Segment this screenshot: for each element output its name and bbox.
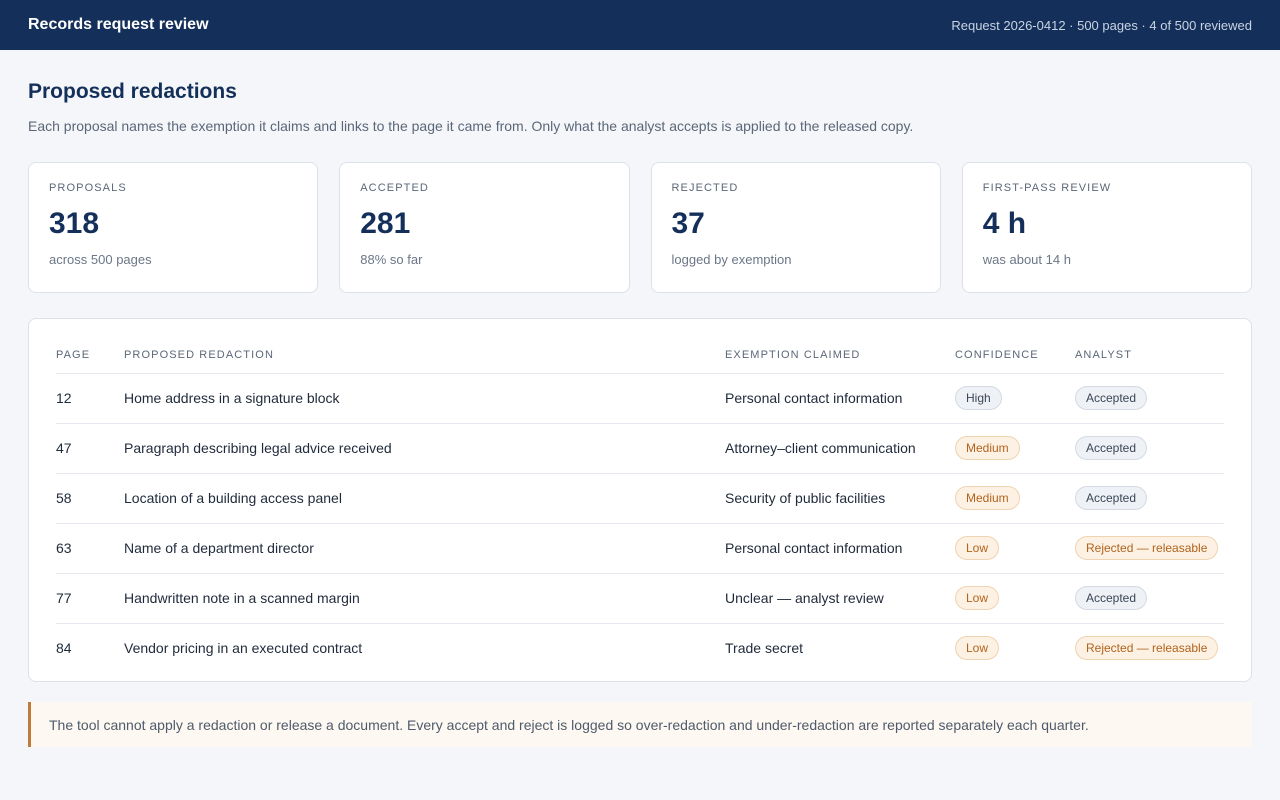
cell-page[interactable]: 63	[56, 523, 124, 574]
cell-confidence: Medium	[955, 473, 1075, 524]
stat-note: across 500 pages	[49, 252, 152, 267]
confidence-badge: Low	[955, 536, 1000, 560]
cell-analyst: Accepted	[1075, 373, 1224, 424]
main-content: Proposed redactions Each proposal names …	[0, 50, 1280, 747]
table-row[interactable]: 12 Home address in a signature block Per…	[56, 373, 1224, 424]
analyst-status-badge: Accepted	[1075, 486, 1148, 510]
stat-value: 4 h	[982, 207, 1027, 240]
cell-exemption: Attorney–client communication	[725, 423, 955, 474]
stat-note: logged by exemption	[671, 252, 792, 267]
cell-redaction: Vendor pricing in an executed contract	[124, 640, 363, 657]
cell-page[interactable]: 12	[56, 373, 124, 424]
column-header-exemption: EXEMPTION CLAIMED	[725, 337, 955, 374]
table-row[interactable]: 77 Handwritten note in a scanned margin …	[56, 573, 1224, 624]
stat-label: REJECTED	[671, 182, 739, 194]
stat-label: ACCEPTED	[360, 182, 429, 194]
request-meta: Request 2026-0412 · 500 pages · 4 of 500…	[951, 17, 1252, 33]
stats-row: PROPOSALS 318 across 500 pages ACCEPTED …	[28, 162, 1252, 293]
column-header-confidence: CONFIDENCE	[955, 337, 1075, 374]
cell-analyst: Accepted	[1075, 573, 1224, 624]
cell-redaction: Handwritten note in a scanned margin	[124, 573, 725, 624]
table-row[interactable]: 84 Vendor pricing in an executed contrac…	[56, 623, 1224, 673]
cell-page[interactable]: 58	[56, 473, 124, 524]
table-row[interactable]: 58 Location of a building access panel S…	[56, 473, 1224, 524]
stat-card-accepted: ACCEPTED 281 88% so far	[339, 162, 630, 293]
cell-exemption: Unclear — analyst review	[725, 573, 955, 624]
stat-note: 88% so far	[360, 252, 423, 267]
cell-exemption: Personal contact information	[725, 523, 955, 574]
column-header-page: PAGE	[56, 337, 124, 374]
confidence-badge: Low	[955, 586, 1000, 610]
confidence-badge: High	[955, 386, 1002, 410]
analyst-status-badge: Accepted	[1075, 436, 1148, 460]
cell-analyst: Accepted	[1075, 473, 1224, 524]
cell-analyst: Accepted	[1075, 423, 1224, 474]
stat-value: 37	[671, 207, 705, 240]
analyst-status-badge: Rejected — releasable	[1075, 536, 1219, 560]
table-row[interactable]: 63 Name of a department director Persona…	[56, 523, 1224, 574]
table-row[interactable]: 47 Paragraph describing legal advice rec…	[56, 423, 1224, 474]
stat-value: 281	[360, 207, 411, 240]
cell-exemption: Personal contact information	[725, 373, 955, 424]
redactions-table-card: PAGE PROPOSED REDACTION EXEMPTION CLAIME…	[28, 318, 1252, 682]
stat-card-first-pass-review: FIRST-PASS REVIEW 4 h was about 14 h	[961, 162, 1252, 293]
cell-analyst: Rejected — releasable	[1075, 623, 1224, 673]
footer-note: The tool cannot apply a redaction or rel…	[28, 702, 1252, 747]
cell-confidence: Medium	[955, 423, 1075, 474]
analyst-status-badge: Accepted	[1075, 386, 1148, 410]
cell-confidence: Low	[955, 623, 1075, 673]
confidence-badge: Medium	[955, 436, 1020, 460]
cell-analyst: Rejected — releasable	[1075, 523, 1224, 574]
page-subtitle: Each proposal names the exemption it cla…	[28, 118, 914, 134]
cell-redaction: Name of a department director	[124, 523, 725, 574]
cell-confidence: High	[955, 373, 1075, 424]
top-bar: Records request review Request 2026-0412…	[0, 0, 1280, 50]
cell-confidence: Low	[955, 573, 1075, 624]
confidence-badge: Low	[955, 636, 1000, 661]
cell-exemption: Security of public facilities	[725, 473, 955, 524]
cell-redaction: Paragraph describing legal advice receiv…	[124, 423, 725, 474]
confidence-badge: Medium	[955, 486, 1020, 510]
cell-confidence: Low	[955, 523, 1075, 574]
stat-card-proposals: PROPOSALS 318 across 500 pages	[28, 162, 319, 293]
page-title: Proposed redactions	[28, 80, 237, 103]
analyst-status-badge: Accepted	[1075, 586, 1148, 610]
stat-label: PROPOSALS	[49, 182, 127, 194]
cell-redaction: Location of a building access panel	[124, 473, 725, 524]
table-header-row: PAGE PROPOSED REDACTION EXEMPTION CLAIME…	[56, 337, 1224, 374]
stat-value: 318	[49, 207, 100, 240]
stat-label: FIRST-PASS REVIEW	[982, 182, 1112, 194]
column-header-analyst: ANALYST	[1075, 337, 1224, 374]
app-title: Records request review	[28, 16, 209, 33]
cell-page[interactable]: 84	[56, 640, 72, 657]
column-header-redaction: PROPOSED REDACTION	[124, 337, 725, 374]
stat-note: was about 14 h	[982, 252, 1071, 267]
cell-page[interactable]: 77	[56, 573, 124, 624]
redactions-table: PAGE PROPOSED REDACTION EXEMPTION CLAIME…	[56, 337, 1224, 673]
stat-card-rejected: REJECTED 37 logged by exemption	[650, 162, 941, 293]
cell-page[interactable]: 47	[56, 423, 124, 474]
cell-redaction: Home address in a signature block	[124, 373, 725, 424]
cell-exemption: Trade secret	[725, 640, 804, 657]
analyst-status-badge: Rejected — releasable	[1075, 636, 1219, 661]
